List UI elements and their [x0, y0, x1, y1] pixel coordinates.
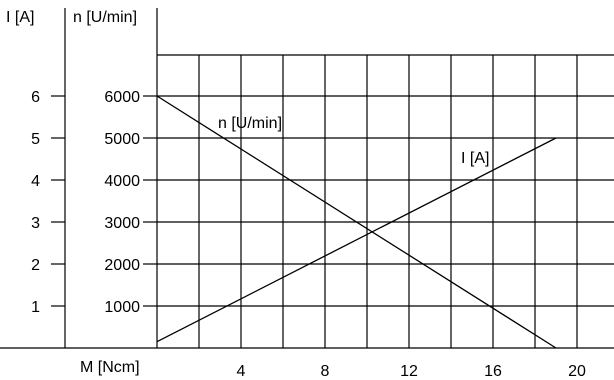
x-tick-label: 8	[321, 363, 330, 380]
y-left-tick-label: 5	[31, 131, 40, 148]
y-right-tick-label: 1000	[104, 299, 140, 316]
series	[156, 95, 557, 349]
x-tick-label: 4	[237, 363, 246, 380]
y-right-tick-label: 2000	[104, 257, 140, 274]
y-right-tick-label: 6000	[104, 89, 140, 106]
y-axis-left-label: I [A]	[6, 9, 34, 26]
x-tick-label: 16	[484, 363, 502, 380]
x-tick-label: 20	[568, 363, 586, 380]
grid	[157, 54, 614, 348]
y-left-tick-label: 4	[31, 173, 40, 190]
y-left-tick-label: 1	[31, 299, 40, 316]
x-tick-label: 12	[400, 363, 418, 380]
y-right-tick-label: 3000	[104, 215, 140, 232]
y-right-tick-label: 4000	[104, 173, 140, 190]
series-label-i: I [A]	[461, 150, 489, 167]
y-axis-right-label: n [U/min]	[73, 9, 137, 26]
y-right-tick-label: 5000	[104, 131, 140, 148]
series-line-i	[156, 137, 557, 343]
series-line-n	[156, 95, 557, 349]
y-left-tick-label: 2	[31, 257, 40, 274]
y-left-tick-label: 6	[31, 89, 40, 106]
series-label-n: n [U/min]	[218, 115, 282, 132]
x-axis-label: M [Ncm]	[80, 359, 140, 376]
y-left-tick-label: 3	[31, 215, 40, 232]
axes	[0, 8, 614, 349]
